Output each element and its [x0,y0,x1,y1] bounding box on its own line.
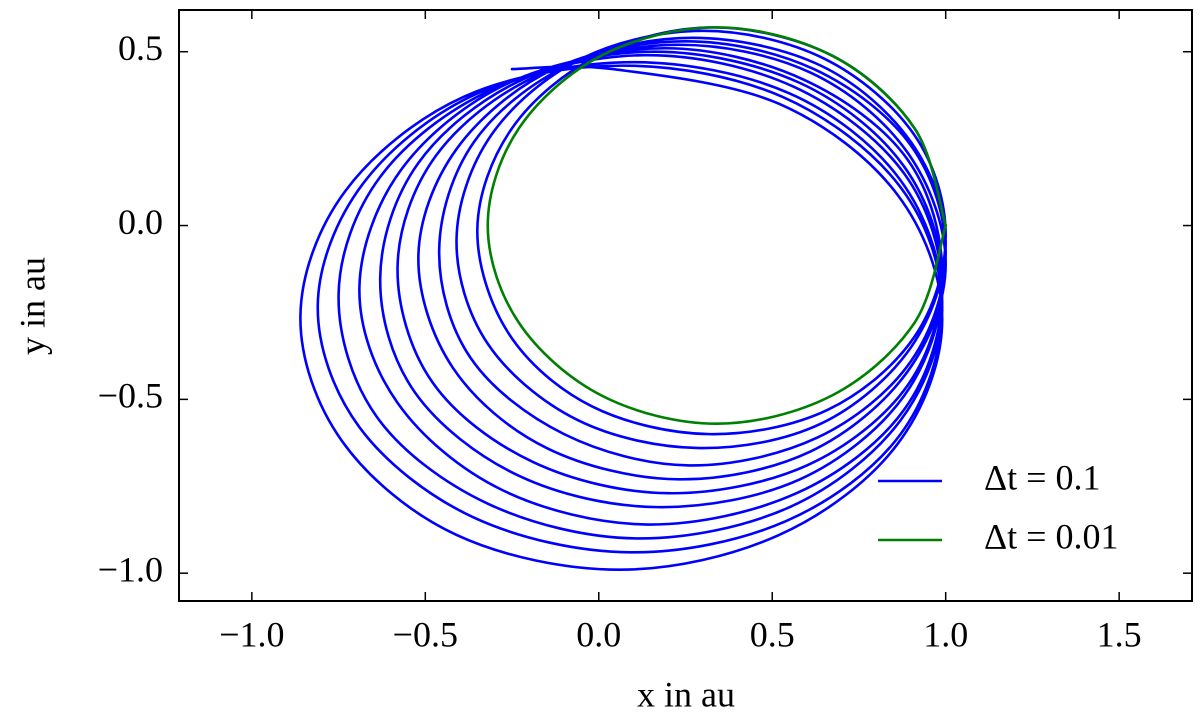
y-tick-label: 0.0 [118,202,163,242]
x-tick-label: 1.0 [923,614,968,654]
data-line [486,26,947,425]
x-tick-label: 0.5 [750,614,795,654]
x-tick-label: −0.5 [393,614,458,654]
x-tick-label: −1.0 [219,614,284,654]
legend-label: Δt = 0.01 [984,516,1118,556]
y-axis-label: y in au [12,257,52,355]
y-tick-label: −0.5 [98,376,163,416]
x-tick-label: 0.0 [576,614,621,654]
y-tick-label: 0.5 [118,28,163,68]
plot-frame [178,9,1193,602]
y-tick-label: −1.0 [98,549,163,589]
x-tick-label: 1.5 [1097,614,1142,654]
legend-label: Δt = 0.1 [984,457,1100,497]
x-axis-label: x in au [637,674,735,714]
plot-area [299,26,947,572]
data-line [299,26,947,572]
